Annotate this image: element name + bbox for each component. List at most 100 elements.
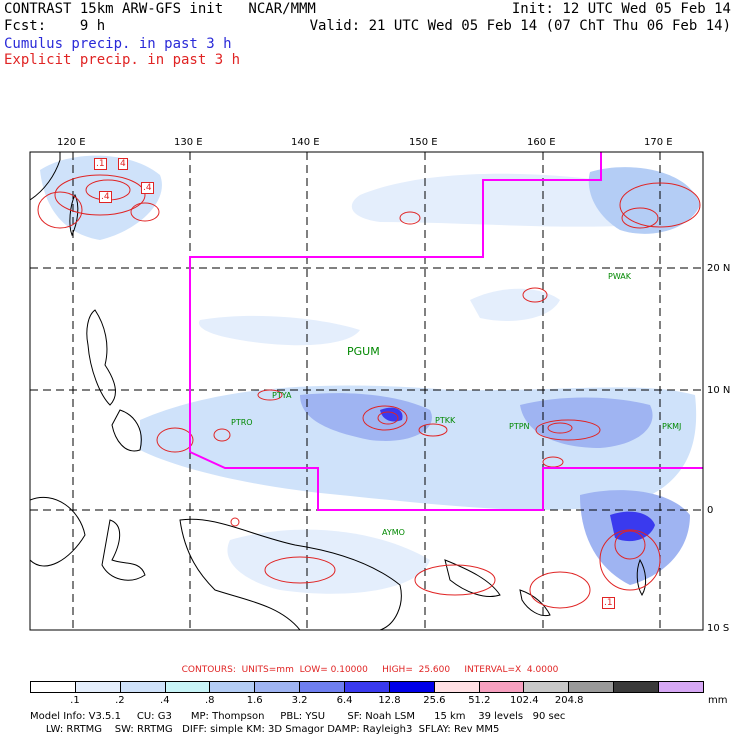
model-info-line1: Model Info: V3.5.1 CU: G3 MP: Thompson P…	[30, 711, 566, 722]
valid-time: Valid: 21 UTC Wed 05 Feb 14 (07 ChT Thu …	[309, 18, 731, 34]
contour-north-mid	[399, 211, 421, 225]
precip-area-core-east	[520, 397, 653, 448]
contour-north-south	[130, 202, 160, 222]
chart-title: CONTRAST 15km ARW-GFS init NCAR/MMM	[4, 1, 316, 17]
legend-tick-label: 204.8	[554, 695, 584, 706]
contour-north-west-2	[37, 191, 83, 229]
precip-area-mid-east	[470, 288, 560, 321]
contour-marker-4: .4	[99, 191, 112, 203]
legend-swatch	[479, 682, 525, 692]
precip-area-core-west-intense	[380, 407, 403, 422]
station-aymo: AYMO	[382, 528, 405, 537]
cumulus-precip-fields	[40, 155, 700, 594]
contour-info: CONTOURS: UNITS=mm LOW= 0.10000 HIGH= 25…	[181, 665, 559, 675]
contour-marker-3: .4	[141, 182, 154, 194]
coast-new-guinea	[179, 518, 402, 630]
coast-new-britain	[444, 559, 501, 597]
contour-png	[264, 556, 336, 584]
contour-ptya	[257, 389, 283, 401]
contour-core	[362, 405, 408, 431]
legend-swatch	[389, 682, 435, 692]
legend-tick-label: 51.2	[468, 695, 491, 706]
contour-northeast	[619, 182, 701, 228]
contour-marker-1: .1	[94, 158, 107, 170]
station-ptro: PTRO	[231, 418, 253, 427]
legend-swatch	[659, 682, 703, 692]
legend-tick-label: 6.4	[336, 695, 353, 706]
explicit-precip-label: Explicit precip. in past 3 h	[4, 52, 241, 68]
station-ptya: PTYA	[272, 391, 292, 400]
legend-swatch	[255, 682, 301, 692]
legend-swatch	[345, 682, 390, 692]
lon-label-120e: 120 E	[57, 137, 86, 148]
forecast-hour: Fcst: 9 h	[4, 18, 106, 34]
coast-china	[30, 152, 61, 201]
lat-label-10s: 10 S	[707, 623, 730, 634]
contour-west-philippines	[156, 427, 194, 453]
legend-swatch	[434, 682, 480, 692]
contour-solomon	[529, 571, 591, 609]
legend-tick-label: 3.2	[291, 695, 308, 706]
lon-label-160e: 160 E	[527, 137, 556, 148]
legend-tick-label: .8	[204, 695, 215, 706]
contour-north-west	[54, 174, 146, 216]
legend-swatch	[120, 682, 166, 692]
contour-southeast	[599, 529, 661, 591]
legend-swatch	[300, 682, 346, 692]
legend-ticks: .1 .2 .4 .8 1.6 3.2 6.4 12.8 25.6 51.2 102.4 204.8	[30, 695, 704, 707]
lat-label-0: 0	[707, 505, 714, 516]
lat-label-20n: 20 N	[707, 263, 731, 274]
legend-swatch	[569, 682, 615, 692]
contour-ptpn-inner	[547, 422, 573, 434]
coast-borneo-sulawesi	[30, 496, 86, 567]
station-pgum: PGUM	[347, 345, 380, 358]
precip-area-mid-band	[199, 315, 360, 346]
coast-vanuatu	[636, 558, 647, 596]
station-ptpn: PTPN	[509, 422, 530, 431]
legend-tick-label: 12.8	[378, 695, 401, 706]
station-pwak: PWAK	[608, 272, 632, 281]
legend-swatch	[31, 682, 76, 692]
domain-outline-south	[189, 451, 703, 511]
coast-taiwan	[69, 193, 79, 237]
lon-label-150e: 150 E	[409, 137, 438, 148]
domain-boundary	[189, 152, 703, 511]
legend-swatch	[75, 682, 121, 692]
map-frame	[29, 151, 704, 631]
contour-ptro	[213, 428, 231, 442]
station-pkmj: PKMJ	[662, 422, 682, 431]
coast-philippines-luzon	[86, 309, 116, 406]
color-legend	[30, 681, 704, 693]
contour-marker-5: .1	[602, 597, 615, 609]
legend-swatch	[524, 682, 570, 692]
legend-tick-label: 102.4	[509, 695, 539, 706]
contour-northeast-inner	[621, 207, 659, 229]
explicit-precip-contours	[37, 174, 701, 609]
legend-tick-label: .4	[160, 695, 170, 706]
precip-area-core-west	[300, 393, 432, 441]
coast-sulawesi	[101, 519, 146, 581]
contour-small-west	[230, 517, 240, 527]
legend-swatch	[165, 682, 211, 692]
domain-outline	[189, 152, 602, 452]
coast-philippines-mindanao	[111, 409, 142, 452]
contour-ptkk	[418, 423, 448, 437]
lon-label-170e: 170 E	[644, 137, 673, 148]
precip-area-southwest	[227, 529, 430, 594]
station-ptkk: PTKK	[435, 416, 456, 425]
cumulus-precip-label: Cumulus precip. in past 3 h	[4, 36, 232, 52]
lon-label-140e: 140 E	[291, 137, 320, 148]
legend-tick-label: .1	[70, 695, 80, 706]
coastlines	[30, 152, 647, 630]
legend-swatch	[614, 682, 660, 692]
lon-label-130e: 130 E	[174, 137, 203, 148]
legend-tick-label: 1.6	[246, 695, 263, 706]
init-time: Init: 12 UTC Wed 05 Feb 14	[511, 1, 731, 17]
contour-north-east-mid	[522, 287, 548, 303]
lat-label-10n: 10 N	[707, 385, 731, 396]
contour-ptpn	[535, 419, 601, 441]
legend-tick-label: .2	[115, 695, 125, 706]
legend-tick-label: 25.6	[423, 695, 446, 706]
model-info-line2: LW: RRTMG SW: RRTMG DIFF: simple KM: 3D …	[30, 724, 500, 735]
